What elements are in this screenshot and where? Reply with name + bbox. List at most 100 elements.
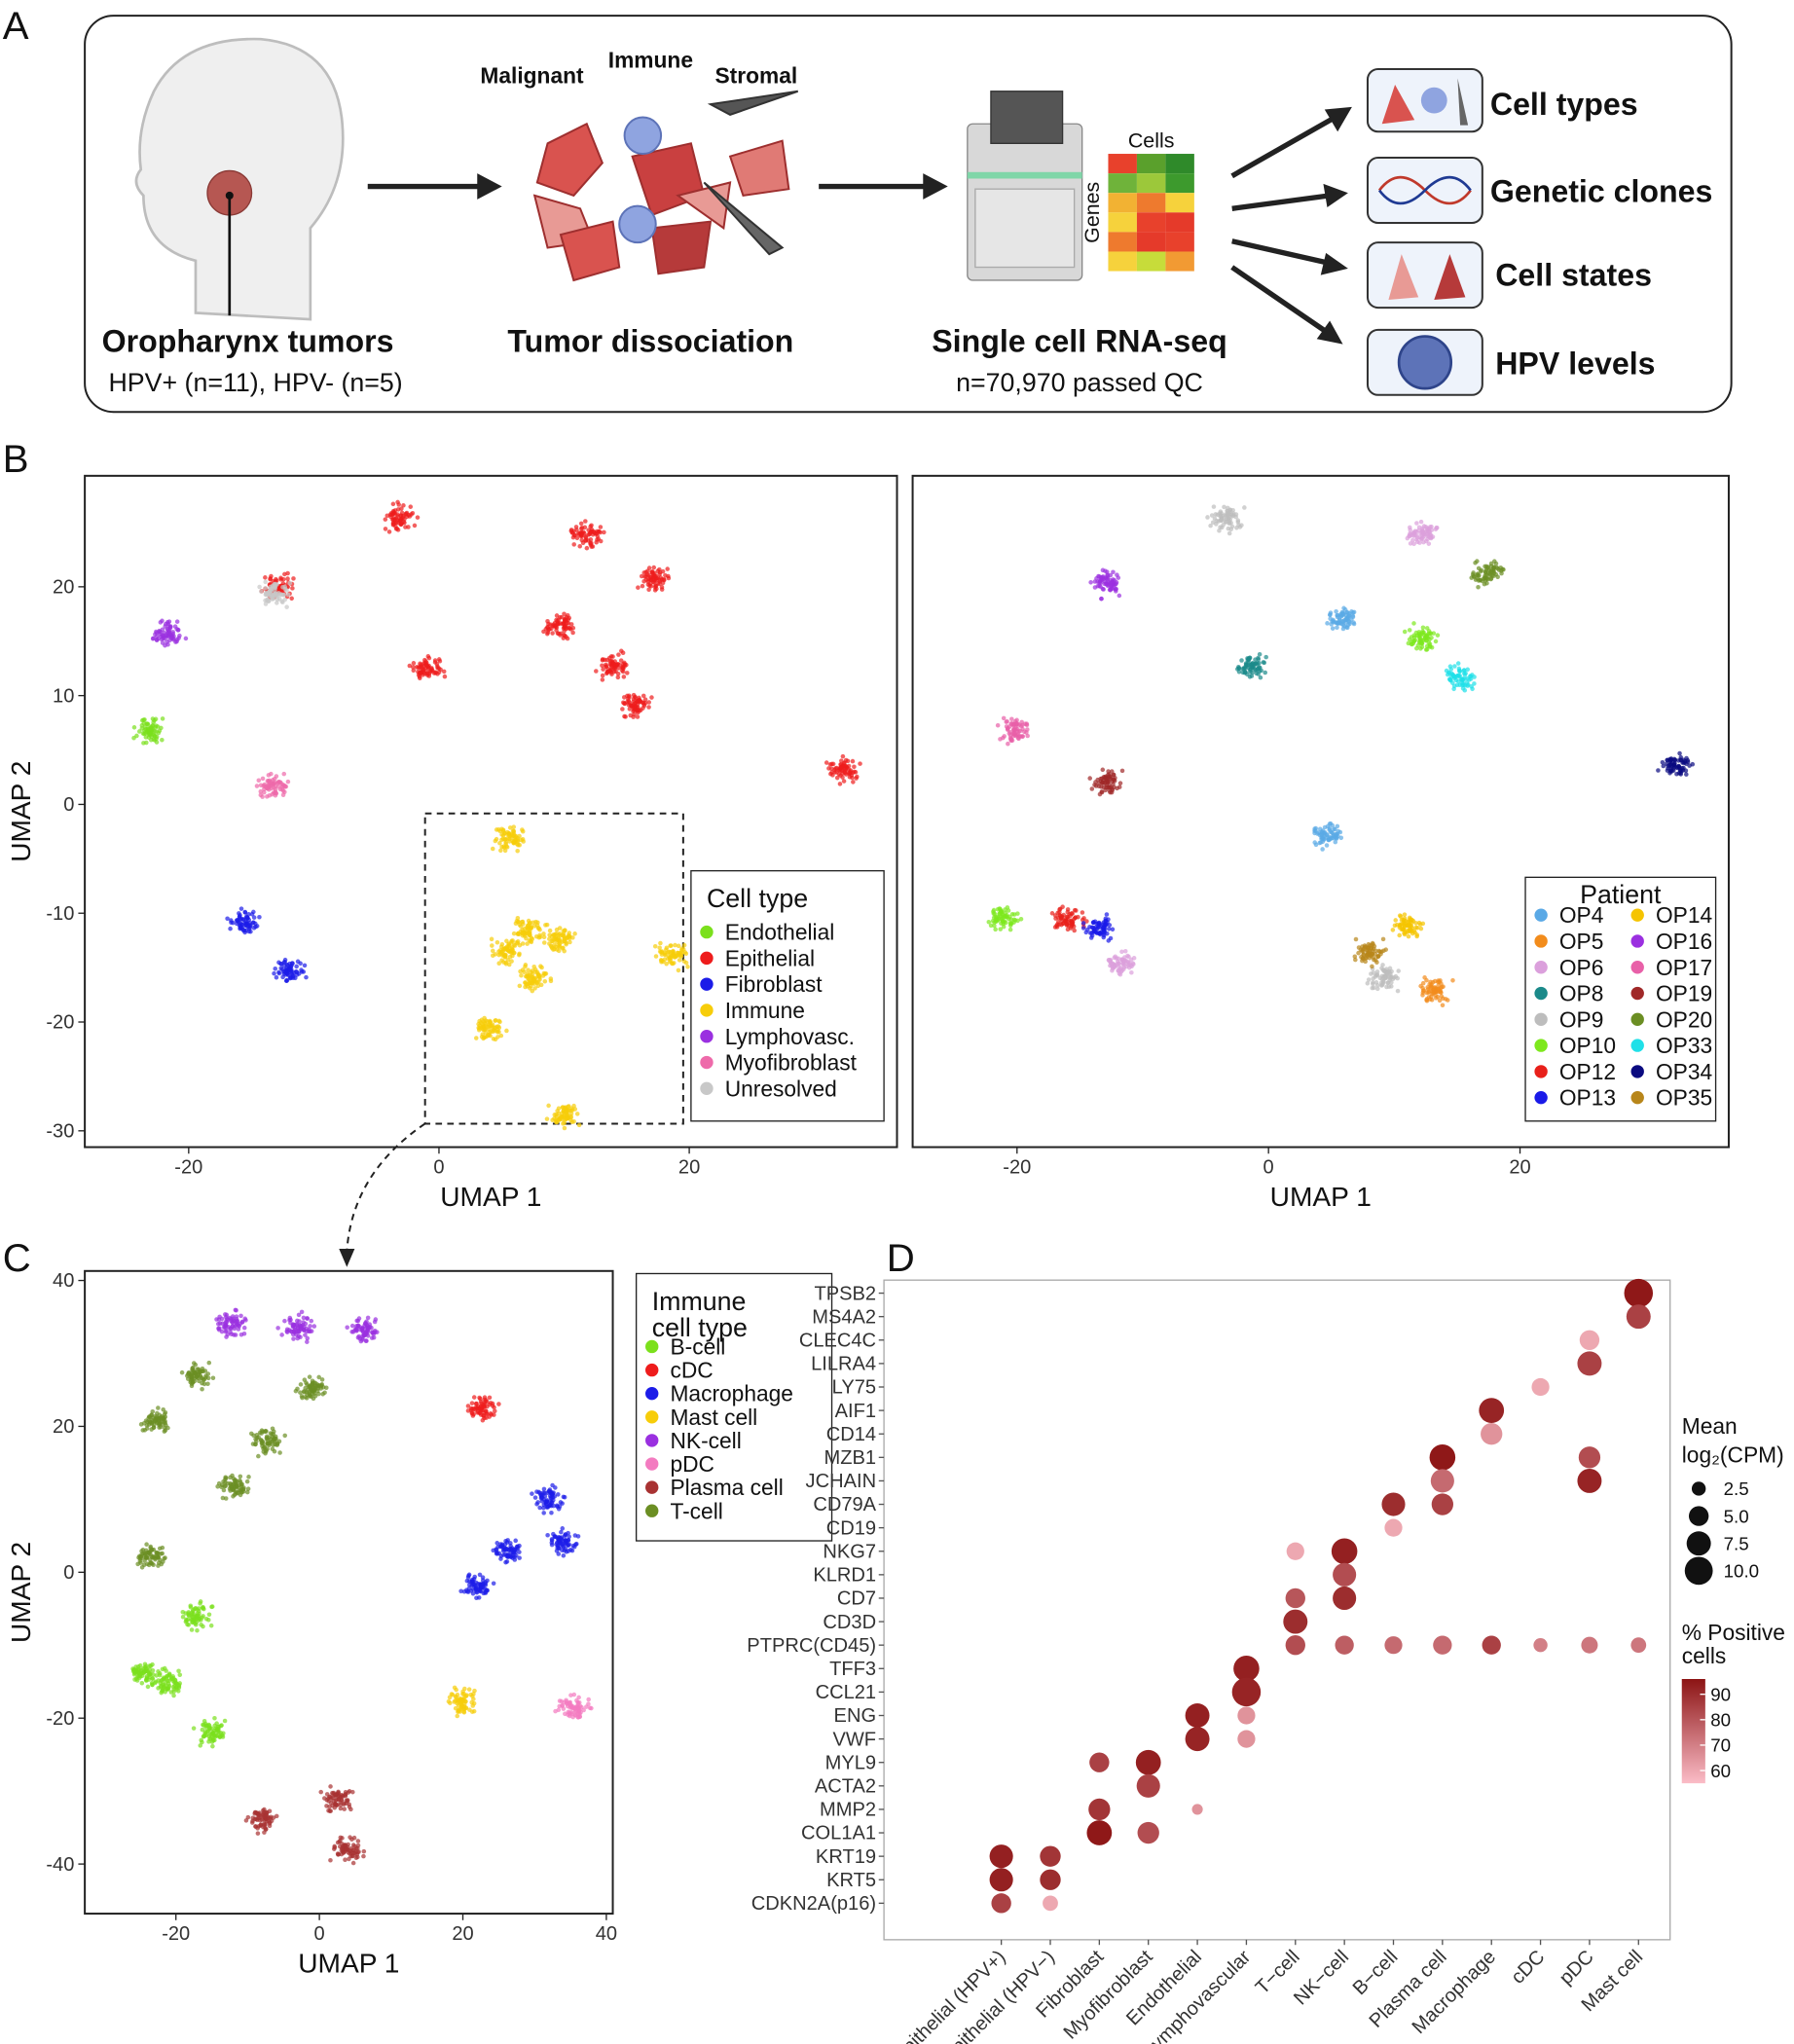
cell-dot <box>554 947 560 952</box>
cell-dot <box>646 587 651 592</box>
sequencer-icon <box>967 91 1083 281</box>
cell-dot <box>155 724 161 729</box>
cell-dot <box>1257 651 1263 657</box>
cell-dot <box>612 666 617 672</box>
cell-dot <box>249 911 255 917</box>
cell-dot <box>160 640 165 645</box>
gene-label: MMP2 <box>820 1800 876 1821</box>
cluster <box>473 1015 509 1042</box>
gene-label: CCL21 <box>816 1682 877 1703</box>
legend-swatch <box>1630 1012 1644 1027</box>
y-tick-label: -20 <box>46 1708 74 1730</box>
cell-dot <box>1112 785 1117 789</box>
cell-dot <box>287 961 292 967</box>
cell-dot <box>261 1809 267 1815</box>
cell-dot <box>349 1837 354 1843</box>
cell-dot <box>517 1550 522 1554</box>
cell-dot <box>469 1401 475 1405</box>
cell-dot <box>577 543 583 549</box>
cell-dot <box>1105 569 1110 574</box>
cell-dot <box>354 1851 360 1857</box>
cell-dot <box>1678 772 1684 777</box>
cell-dot <box>1424 998 1429 1003</box>
cell-dot <box>1389 980 1394 985</box>
cell-dot <box>663 572 668 578</box>
plot-frame <box>84 1269 614 1916</box>
colorbar-label: 80 <box>1710 1710 1731 1731</box>
cell-dot <box>482 1415 487 1421</box>
cell-dot <box>541 940 547 945</box>
cell-dot <box>206 1360 212 1366</box>
cell-dot <box>200 1727 205 1733</box>
cell-dot <box>667 959 673 965</box>
cell-dot <box>342 1807 348 1811</box>
cell-dot <box>287 967 293 973</box>
cell-dot <box>1420 625 1426 630</box>
cell-dot <box>461 1698 466 1703</box>
cell-dot <box>648 575 653 580</box>
cluster <box>652 940 690 973</box>
cell-dot <box>250 920 256 926</box>
cell-dot <box>141 1669 146 1675</box>
cell-dot <box>1331 826 1336 831</box>
cell-dot <box>232 1326 238 1332</box>
cell-dot <box>1110 967 1115 973</box>
cell-dot <box>237 914 242 919</box>
cell-dot <box>1009 716 1014 722</box>
cell-dot <box>415 515 421 520</box>
cell-dot <box>291 1336 296 1341</box>
cell-dot <box>243 914 249 920</box>
cell-dot <box>578 532 584 538</box>
cell-dot <box>425 654 431 659</box>
cell-dot <box>610 654 615 659</box>
legend-label: OP13 <box>1559 1085 1616 1111</box>
gene-label: CD3D <box>823 1612 876 1633</box>
cell-dot <box>1224 520 1228 525</box>
cell-dot <box>995 722 1001 728</box>
cell-dot <box>502 848 508 854</box>
cell-dot <box>582 525 588 530</box>
cell-dot <box>651 580 657 585</box>
cell-dot <box>1337 620 1342 626</box>
dot <box>1237 1706 1256 1725</box>
cell-dot <box>141 1421 147 1426</box>
cell-dot <box>1003 920 1008 926</box>
cell-dot <box>1500 566 1505 572</box>
cell-dot <box>653 583 659 589</box>
cell-dot <box>1428 979 1433 985</box>
cell-dot <box>1408 530 1412 536</box>
dot <box>1430 1469 1454 1493</box>
cell-dot <box>154 638 160 642</box>
cell-dot <box>1352 954 1358 960</box>
dot <box>1577 1351 1602 1376</box>
cell-dot <box>225 1317 231 1322</box>
cell-dot <box>520 941 526 946</box>
cluster <box>254 771 291 799</box>
cell-dot <box>290 586 295 591</box>
legend-box <box>1524 876 1717 1122</box>
cell-dot <box>1397 923 1403 929</box>
cell-dot <box>1110 965 1116 969</box>
cell-dot <box>824 760 829 765</box>
cell-dot <box>268 589 273 594</box>
cell-dot <box>263 579 268 585</box>
cell-dot <box>361 1848 367 1854</box>
cell-dot <box>576 1708 581 1714</box>
cell-dot <box>144 1542 149 1547</box>
cell-dot <box>1015 721 1020 726</box>
cell-dot <box>1360 948 1365 954</box>
cell-dot <box>1409 917 1413 922</box>
cell-dot <box>553 1485 558 1490</box>
cluster <box>1325 605 1357 632</box>
cell-dot <box>497 948 503 953</box>
x-tick-label: NK−cell <box>1290 1947 1353 2010</box>
cell-dot <box>842 765 848 771</box>
cell-dot <box>417 674 422 679</box>
cell-dot <box>341 1843 347 1848</box>
cell-dot <box>271 1432 276 1437</box>
cell-dot <box>406 512 412 518</box>
cell-dot <box>1347 621 1352 627</box>
cell-dot <box>298 1334 303 1340</box>
cell-dot <box>179 1369 185 1375</box>
